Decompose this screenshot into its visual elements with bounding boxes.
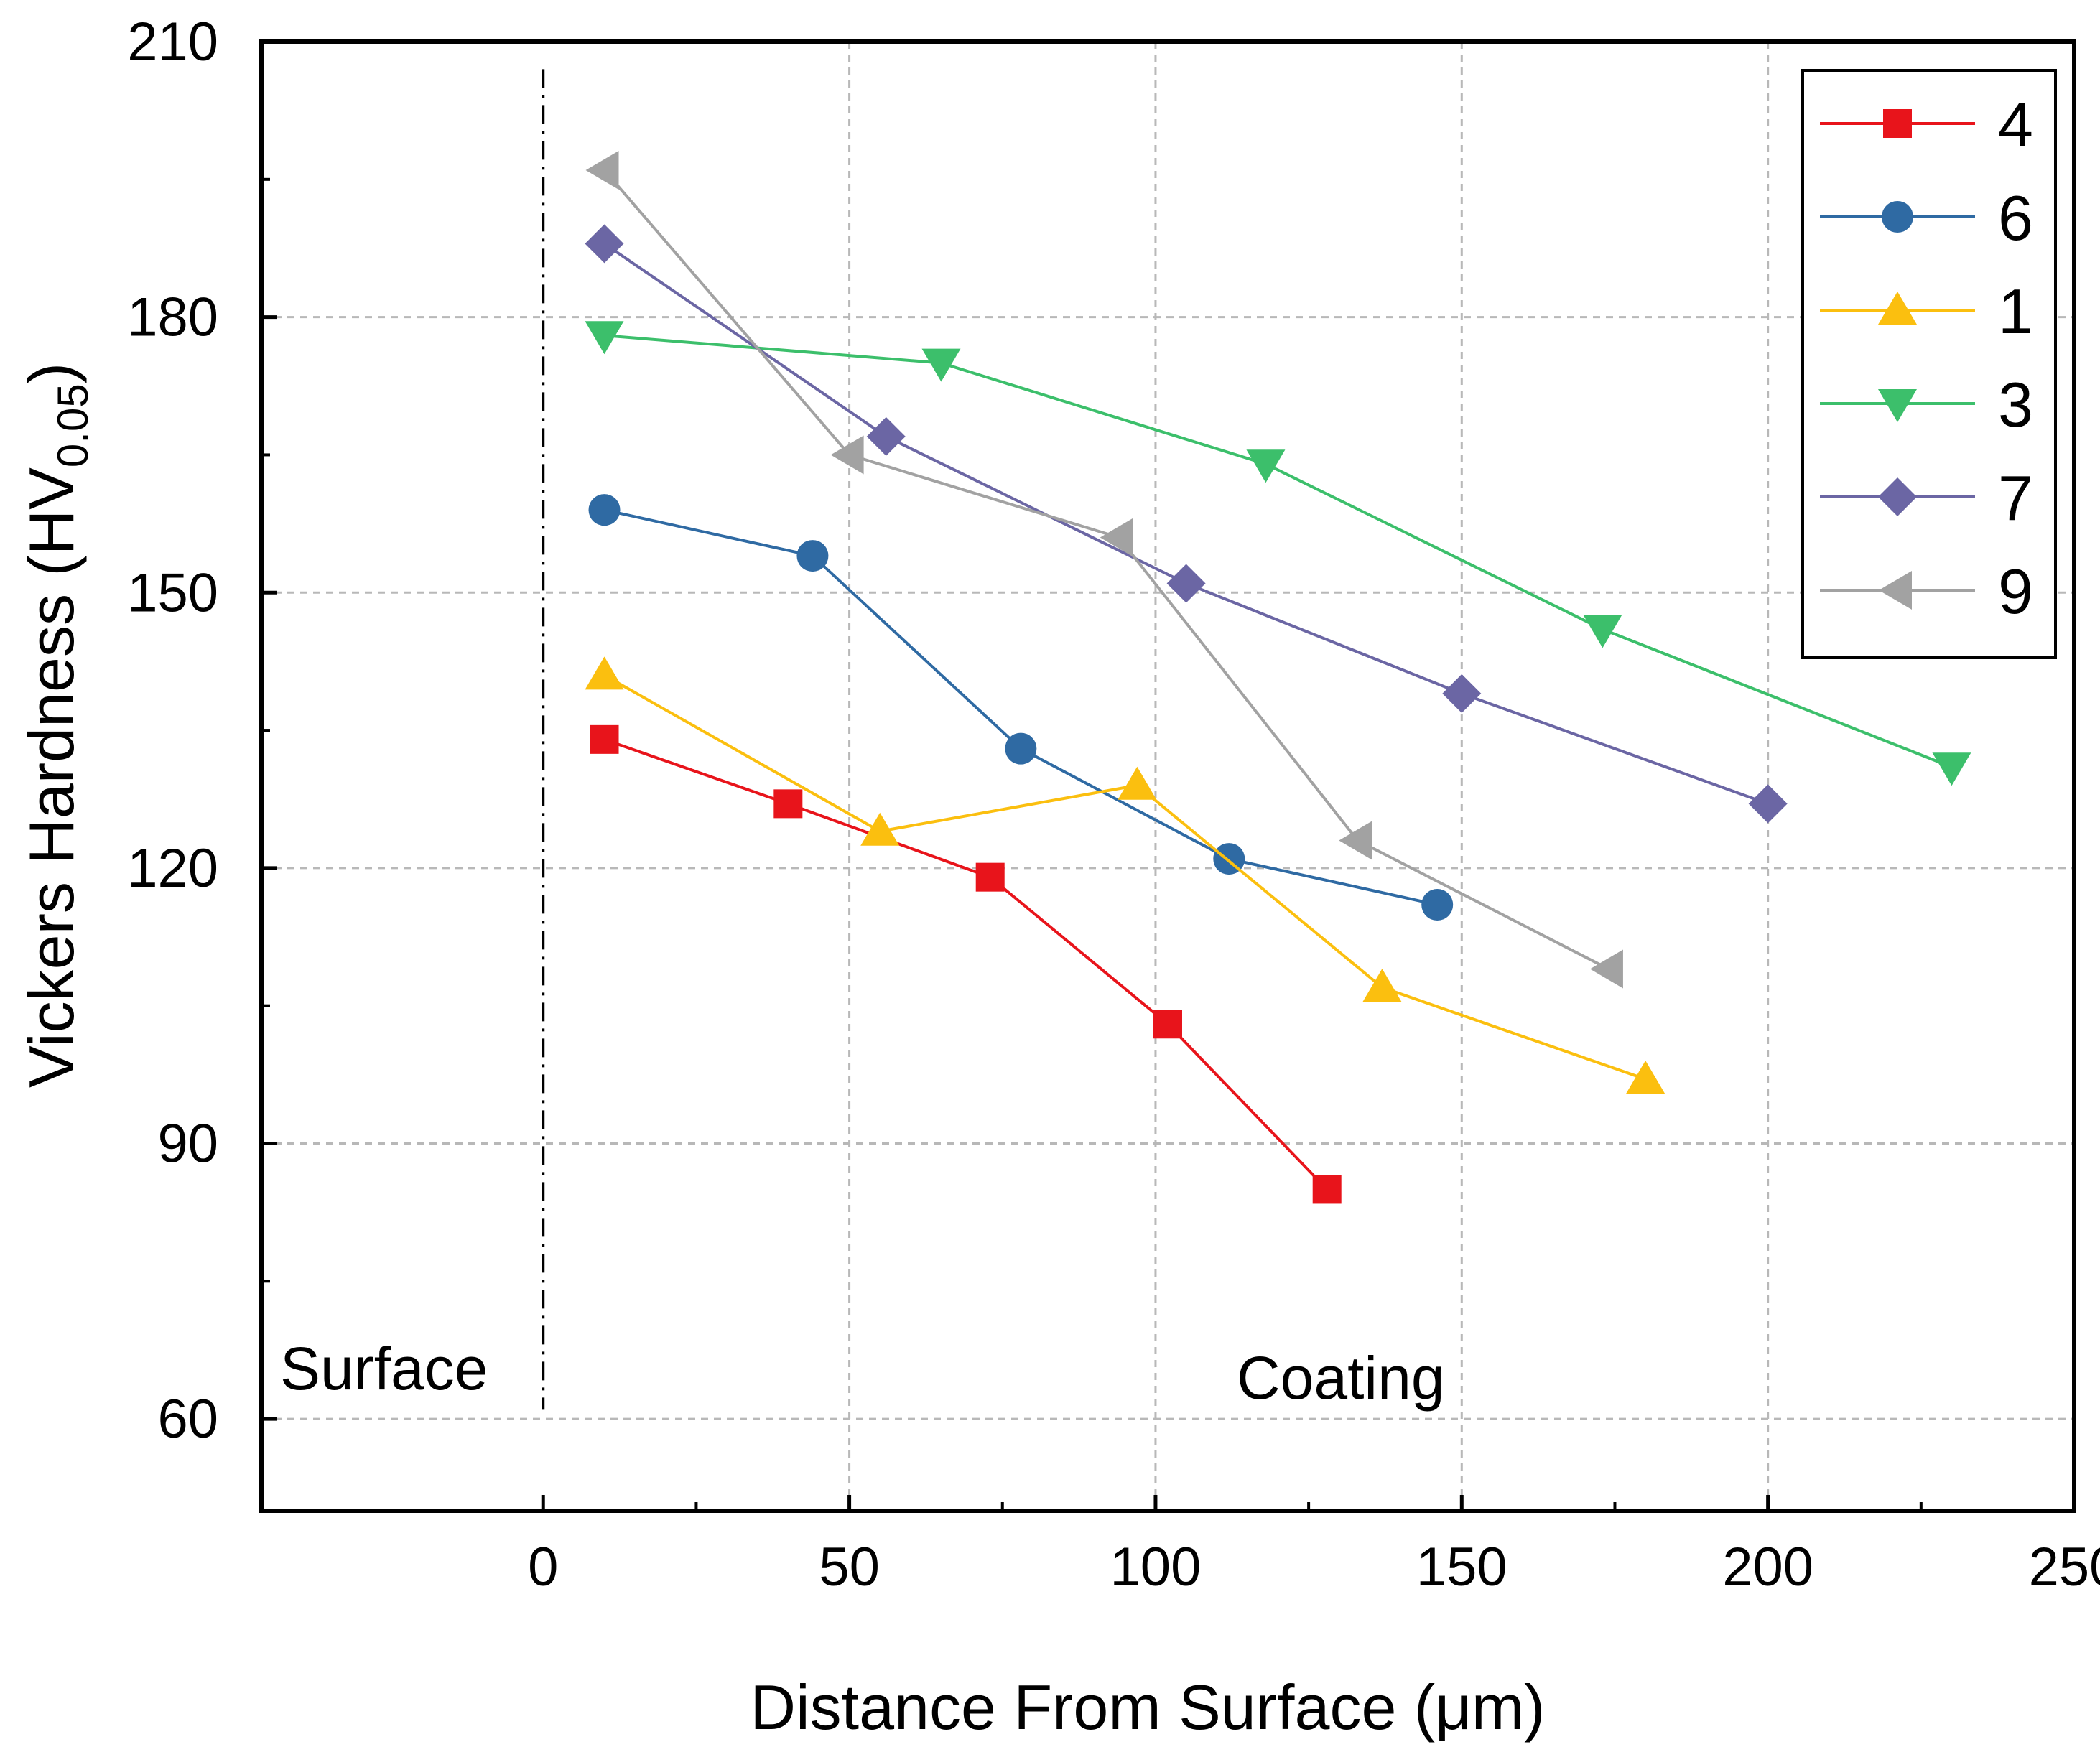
grid-layer bbox=[261, 42, 2076, 1511]
legend-item-3: 3 bbox=[1820, 369, 2033, 440]
legend-swatch-marker bbox=[1883, 109, 1912, 138]
series-7-point bbox=[866, 416, 906, 456]
legend-label: 4 bbox=[1998, 89, 2033, 160]
series-9-point bbox=[1589, 949, 1623, 989]
series-9-point bbox=[1100, 518, 1133, 557]
legend-label: 9 bbox=[1998, 556, 2033, 627]
y-tick-label: 180 bbox=[127, 287, 218, 348]
x-tick-label: 250 bbox=[2029, 1537, 2100, 1598]
series-1-line bbox=[603, 674, 1646, 1081]
legend-swatch-marker bbox=[1882, 201, 1913, 233]
legend-item-4: 4 bbox=[1820, 89, 2033, 160]
legend-label: 1 bbox=[1998, 276, 2033, 347]
series-4-point bbox=[975, 862, 1005, 892]
legend-label: 6 bbox=[1998, 182, 2033, 253]
series-1-point bbox=[1626, 1060, 1665, 1094]
series-7-point bbox=[1166, 564, 1206, 603]
series-3-point bbox=[585, 321, 624, 355]
legend-box bbox=[1801, 69, 2057, 659]
series-4-point bbox=[590, 724, 619, 754]
legend: 4 6 1 3 7 9 bbox=[1801, 69, 2057, 659]
series-3 bbox=[585, 321, 1971, 786]
series-4-point bbox=[1153, 1010, 1182, 1039]
series-9-line bbox=[603, 169, 1609, 971]
series-9-point bbox=[830, 435, 864, 475]
x-tick-label: 200 bbox=[1722, 1537, 1813, 1598]
series-3-point bbox=[1583, 615, 1622, 648]
series-3-point bbox=[921, 348, 961, 382]
legend-item-6: 6 bbox=[1820, 182, 2033, 253]
coating-annotation: Coating bbox=[1237, 1344, 1445, 1412]
series-4-point bbox=[1312, 1175, 1342, 1204]
series-1-point bbox=[585, 656, 624, 690]
series-1-point bbox=[1362, 969, 1402, 1002]
y-axis-title-main: Vickers Hardness (HV bbox=[16, 467, 87, 1088]
x-tick-label: 0 bbox=[528, 1537, 558, 1598]
legend-label: 7 bbox=[1998, 462, 2033, 533]
surface-annotation: Surface bbox=[280, 1335, 488, 1402]
y-axis-title-subscript: 0.05 bbox=[49, 383, 97, 467]
series-6-point bbox=[796, 540, 829, 572]
series-1 bbox=[585, 656, 1665, 1094]
series-7-point bbox=[1442, 674, 1482, 713]
y-tick-label: 120 bbox=[127, 838, 218, 899]
series-6-line bbox=[604, 508, 1438, 906]
series-6-point bbox=[588, 494, 621, 526]
series-layer bbox=[585, 151, 1971, 1204]
legend-swatch-marker bbox=[1878, 389, 1917, 422]
y-tick-label: 60 bbox=[157, 1389, 218, 1450]
plot-frame bbox=[259, 39, 2076, 1513]
legend-swatch-marker bbox=[1879, 571, 1912, 610]
series-9-point bbox=[585, 151, 619, 190]
x-tick-label: 50 bbox=[819, 1537, 880, 1598]
series-1-point bbox=[860, 812, 900, 846]
x-axis-title: Distance From Surface (μm) bbox=[751, 1672, 1546, 1743]
series-7-point bbox=[1748, 784, 1788, 824]
series-9 bbox=[585, 151, 1623, 989]
legend-swatch-marker bbox=[1878, 477, 1917, 516]
legend-label: 3 bbox=[1998, 369, 2033, 440]
legend-item-1: 1 bbox=[1820, 276, 2033, 347]
series-6-point bbox=[1005, 732, 1037, 765]
x-tick-label: 100 bbox=[1110, 1537, 1202, 1598]
y-axis-title: Vickers Hardness (HV0.05) bbox=[16, 363, 97, 1088]
series-7 bbox=[585, 224, 1788, 824]
y-tick-label: 150 bbox=[127, 562, 218, 623]
series-6-point bbox=[1421, 889, 1454, 921]
y-axis-title-close: ) bbox=[16, 363, 87, 383]
legend-item-9: 9 bbox=[1820, 556, 2033, 627]
series-9-point bbox=[1339, 821, 1372, 860]
x-tick-label: 150 bbox=[1416, 1537, 1507, 1598]
series-3-point bbox=[1246, 449, 1286, 483]
tick-layer: 0 50 100 150 200 250 60 90 120 150 180 210 bbox=[127, 11, 2100, 1598]
series-7-line bbox=[603, 242, 1769, 806]
series-1-point bbox=[1118, 766, 1157, 800]
y-tick-label: 90 bbox=[157, 1114, 218, 1175]
series-4-line bbox=[603, 737, 1329, 1190]
series-7-point bbox=[585, 224, 624, 264]
series-3-point bbox=[1932, 752, 1971, 786]
series-6 bbox=[588, 494, 1454, 921]
legend-swatch-marker bbox=[1878, 292, 1917, 325]
legend-item-7: 7 bbox=[1820, 462, 2033, 533]
series-4-point bbox=[773, 789, 803, 819]
series-4 bbox=[590, 724, 1342, 1204]
y-tick-label: 210 bbox=[127, 11, 218, 73]
legend-items: 4 6 1 3 7 9 bbox=[1820, 89, 2033, 627]
